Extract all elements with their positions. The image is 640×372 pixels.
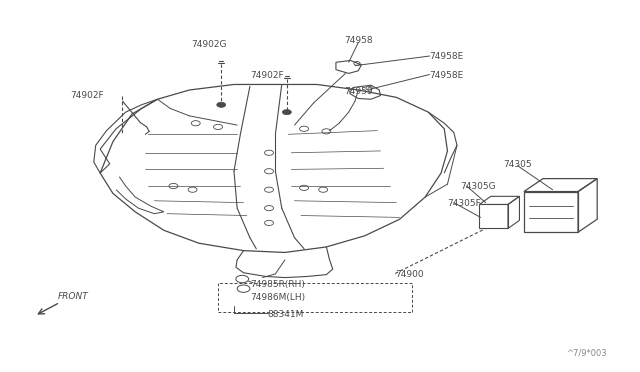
Text: 74958E: 74958E bbox=[429, 52, 464, 61]
Text: 74900: 74900 bbox=[395, 270, 424, 279]
Text: 74986M(LH): 74986M(LH) bbox=[250, 293, 305, 302]
Text: FRONT: FRONT bbox=[58, 292, 88, 301]
Text: 88341M: 88341M bbox=[268, 310, 304, 319]
Text: 74958: 74958 bbox=[344, 36, 373, 45]
Text: 74902F: 74902F bbox=[250, 71, 284, 80]
Text: 74305: 74305 bbox=[504, 160, 532, 169]
Text: 74902G: 74902G bbox=[191, 41, 227, 49]
Text: 74305F: 74305F bbox=[447, 199, 481, 208]
Bar bbox=[479, 205, 508, 228]
Text: 74985R(RH): 74985R(RH) bbox=[250, 280, 305, 289]
Text: 74305G: 74305G bbox=[460, 182, 496, 191]
Text: ^7/9*003: ^7/9*003 bbox=[566, 349, 607, 358]
Circle shape bbox=[217, 102, 226, 108]
Text: 74959: 74959 bbox=[344, 87, 373, 96]
Text: 74958E: 74958E bbox=[429, 71, 464, 80]
Circle shape bbox=[282, 110, 291, 115]
Bar bbox=[524, 192, 578, 232]
Text: 74902F: 74902F bbox=[70, 91, 104, 100]
